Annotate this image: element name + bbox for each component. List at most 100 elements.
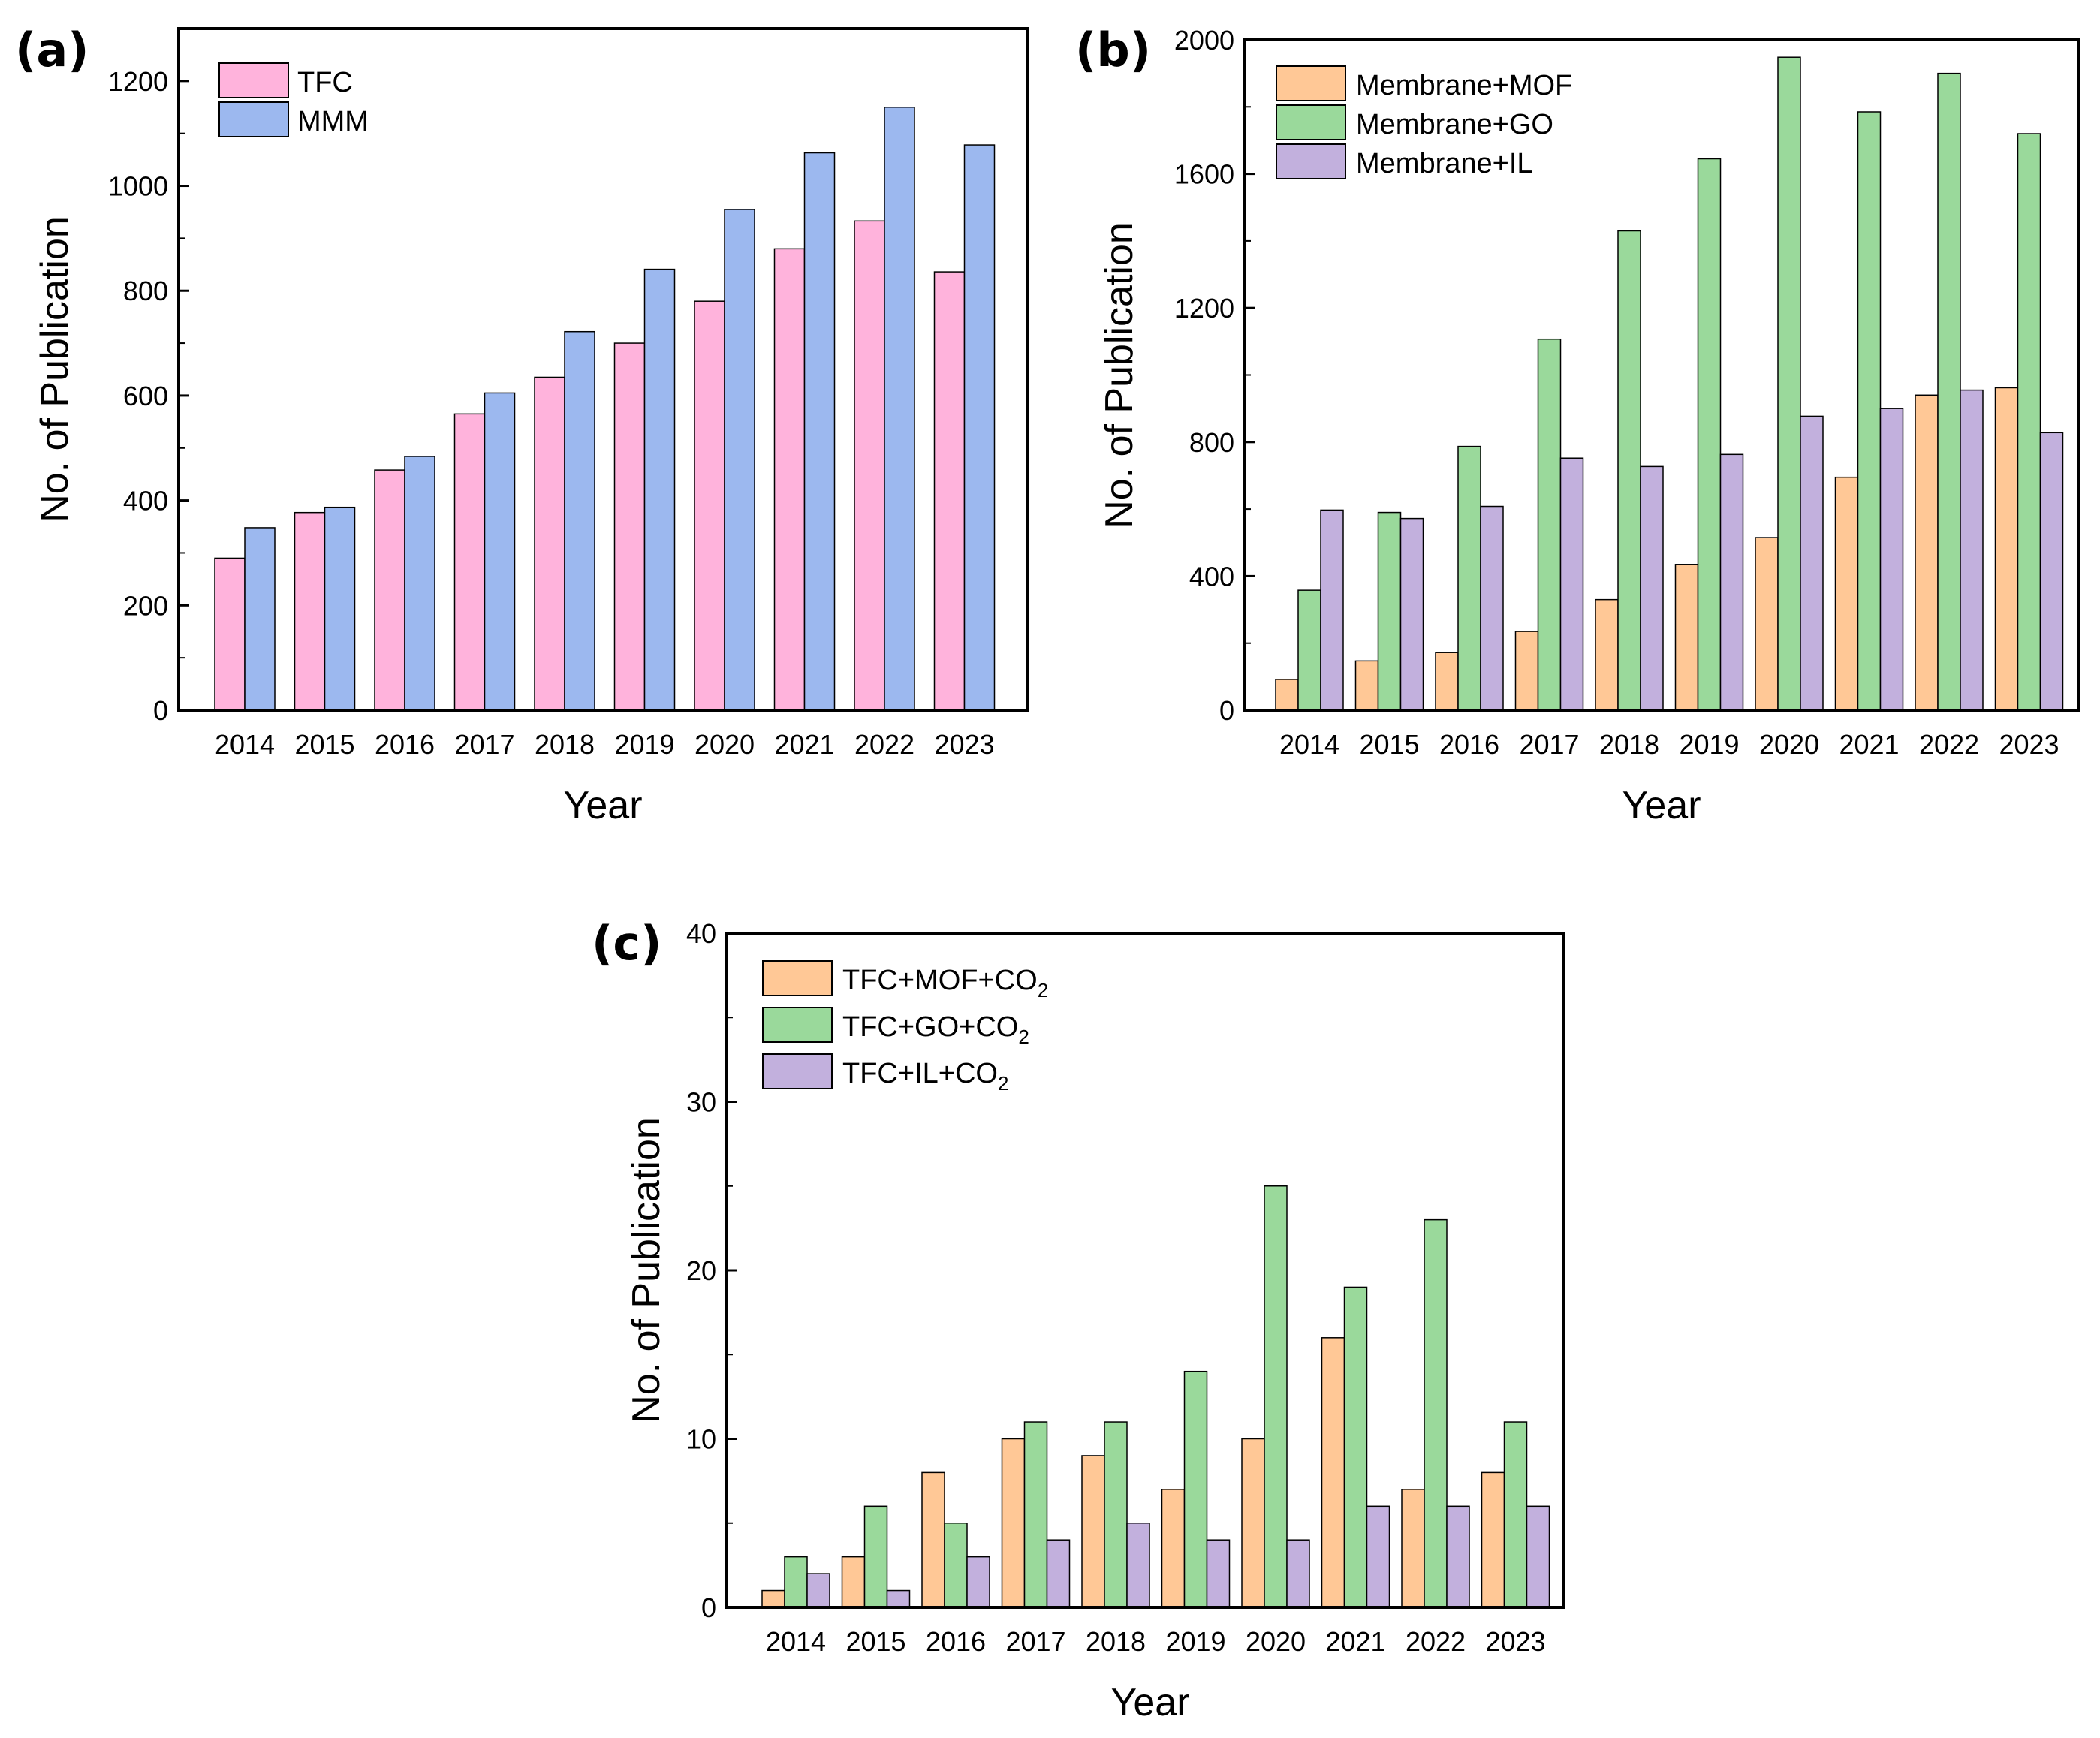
y-axis-title: No. of Publication — [33, 216, 77, 523]
bar-tfc-il-co2020 — [1286, 1539, 1310, 1608]
bar-membrane-mof2016 — [1435, 652, 1459, 711]
y-tick-label: 40 — [686, 918, 716, 949]
x-tick-label: 2016 — [375, 729, 435, 760]
bar-tfc-il-co2021 — [1366, 1505, 1390, 1608]
bar-mmm2022 — [884, 107, 915, 711]
bar-tfc-mof-co2020 — [1241, 1438, 1265, 1608]
bar-membrane-il2015 — [1399, 517, 1424, 711]
legend-label-main: TFC+MOF+CO — [842, 965, 1038, 996]
y-tick-label: 20 — [686, 1255, 716, 1286]
y-tick-label: 600 — [123, 381, 168, 411]
y-tick-label: 10 — [686, 1424, 716, 1455]
bar-tfc-mof-co2018 — [1081, 1455, 1105, 1608]
bar-tfc-go-co2022 — [1424, 1218, 1448, 1608]
bar-tfc-go-co2018 — [1104, 1421, 1128, 1608]
bar-tfc-mof-co2014 — [761, 1589, 785, 1608]
bar-mmm2014 — [244, 527, 276, 711]
bar-membrane-mof2014 — [1275, 679, 1299, 711]
bar-membrane-go2017 — [1537, 338, 1562, 711]
y-tick-label: 0 — [153, 695, 168, 726]
bar-membrane-il2021 — [1879, 408, 1904, 711]
bar-tfc-il-co2016 — [966, 1556, 990, 1608]
plot-frame — [725, 932, 1565, 1609]
plot-frame — [1243, 38, 2080, 712]
bar-tfc-mof-co2021 — [1321, 1337, 1345, 1608]
x-tick-label: 2019 — [1679, 729, 1739, 760]
y-tick-label: 400 — [123, 486, 168, 517]
bar-tfc2017 — [453, 413, 486, 711]
panel-b: (b) 2014 2015 2016 2017 2018 2019 2020 2021 2022… — [1075, 23, 2080, 827]
y-tick-label: 1000 — [108, 171, 168, 202]
bar-tfc-il-co2022 — [1446, 1505, 1470, 1608]
legend-label: Membrane+IL — [1356, 148, 1533, 179]
bar-membrane-go2014 — [1297, 589, 1321, 711]
bar-tfc-mof-co2022 — [1401, 1489, 1425, 1608]
bar-tfc-mof-co2015 — [841, 1556, 866, 1608]
x-tick-label: 2015 — [845, 1626, 905, 1657]
bar-membrane-il2022 — [1960, 389, 1984, 711]
bar-membrane-go2019 — [1697, 158, 1722, 711]
x-tick-label: 2018 — [535, 729, 595, 760]
y-tick-label: 200 — [123, 590, 168, 621]
bar-tfc2015 — [294, 511, 326, 711]
legend-swatch — [762, 960, 833, 996]
bar-membrane-il2014 — [1320, 509, 1344, 711]
bar-mmm2020 — [724, 209, 755, 711]
bar-tfc2019 — [613, 342, 646, 711]
y-tick-label: 1200 — [1174, 293, 1234, 324]
bar-tfc-il-co2023 — [1526, 1505, 1550, 1608]
bar-tfc-mof-co2023 — [1481, 1471, 1505, 1608]
x-tick-label: 2015 — [1359, 729, 1419, 760]
bar-membrane-go2021 — [1857, 111, 1882, 711]
panel-c: (c) 2014 2015 2016 2017 2018 2019 2020 2021 2022… — [592, 916, 1565, 1724]
bar-membrane-mof2021 — [1834, 476, 1859, 711]
x-tick-label: 2021 — [1325, 1626, 1385, 1657]
bar-membrane-go2020 — [1777, 56, 1801, 711]
y-tick-label: 0 — [1219, 695, 1234, 726]
legend-swatch — [1276, 143, 1346, 179]
bar-membrane-mof2022 — [1915, 394, 1939, 711]
legend-label: Membrane+MOF — [1356, 70, 1572, 101]
bar-membrane-il2023 — [2039, 432, 2064, 711]
bar-tfc2022 — [854, 220, 885, 711]
bar-membrane-go2015 — [1377, 511, 1402, 711]
y-tick-label: 1200 — [108, 66, 168, 97]
x-tick-label: 2023 — [1485, 1626, 1545, 1657]
y-tick-label: 30 — [686, 1087, 716, 1118]
bar-membrane-go2016 — [1457, 445, 1481, 711]
legend-label-main: TFC+IL+CO — [842, 1058, 998, 1089]
bar-tfc2023 — [933, 271, 966, 711]
bar-tfc-go-co2019 — [1183, 1370, 1208, 1608]
x-tick-label: 2023 — [934, 729, 994, 760]
bar-mmm2021 — [803, 152, 836, 711]
legend-label-subscript: 2 — [1038, 979, 1048, 1002]
bar-mmm2019 — [643, 268, 676, 711]
bar-tfc2021 — [773, 248, 806, 711]
bar-tfc-il-co2019 — [1206, 1539, 1231, 1608]
bar-mmm2017 — [484, 392, 516, 711]
panel-label: (b) — [1075, 23, 1151, 77]
x-tick-label: 2016 — [926, 1626, 986, 1657]
bar-membrane-il2017 — [1559, 457, 1584, 711]
y-axis-title: No. of Publication — [625, 1117, 668, 1423]
x-tick-label: 2021 — [1839, 729, 1899, 760]
bar-membrane-mof2019 — [1674, 564, 1699, 711]
x-tick-label: 2019 — [614, 729, 674, 760]
bar-membrane-il2019 — [1719, 453, 1744, 711]
panel-label: (a) — [15, 23, 89, 77]
legend-swatch — [1276, 65, 1346, 101]
bar-membrane-mof2018 — [1595, 598, 1619, 711]
y-tick-label: 2000 — [1174, 25, 1234, 56]
x-tick-label: 2022 — [1919, 729, 1979, 760]
legend: TFC+MOF+CO2 TFC+GO+CO2 TFC+IL+CO2 — [762, 960, 1048, 1095]
bar-membrane-go2022 — [1937, 72, 1961, 711]
x-tick-label: 2020 — [694, 729, 755, 760]
bar-tfc-mof-co2016 — [921, 1471, 945, 1608]
x-tick-label: 2015 — [294, 729, 354, 760]
x-tick-label: 2018 — [1599, 729, 1659, 760]
x-tick-label: 2014 — [1279, 729, 1339, 760]
bar-tfc-go-co2015 — [863, 1505, 888, 1608]
legend-label: Membrane+GO — [1356, 109, 1553, 140]
